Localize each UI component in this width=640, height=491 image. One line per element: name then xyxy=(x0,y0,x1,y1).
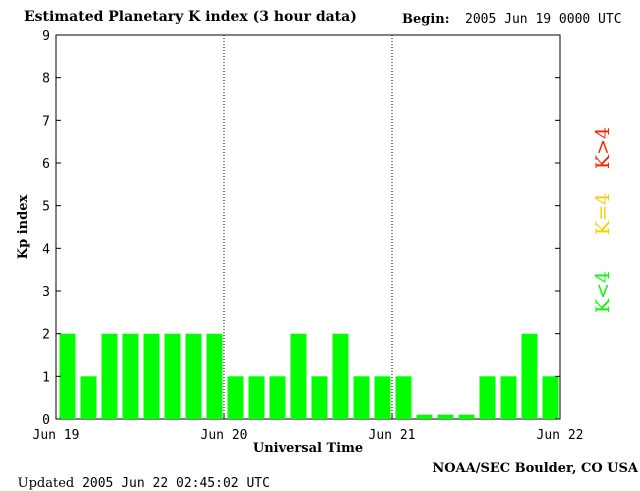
kp-bar xyxy=(59,333,76,419)
kp-chart: 0 1 2 3 4 5 6 7 8 9 Jun 19 Jun 20 Jun 21 Jun 22 Univ… xyxy=(16,29,614,456)
begin-value: 2005 Jun 19 0000 UTC xyxy=(465,12,622,27)
begin-label: Begin: xyxy=(402,12,450,27)
y-axis-title: Kp index xyxy=(16,195,31,260)
x-day-labels: Jun 19 Jun 20 Jun 21 Jun 22 xyxy=(33,414,584,443)
kp-bar xyxy=(185,333,202,419)
legend-item: K=4 xyxy=(592,193,614,235)
kp-bar xyxy=(101,333,118,419)
kp-bar xyxy=(164,333,181,419)
kp-bar xyxy=(311,376,328,419)
y-tick-label: 7 xyxy=(42,114,50,129)
y-tick-label: 0 xyxy=(42,413,50,428)
day-separators xyxy=(223,35,393,419)
chart-title: Estimated Planetary K index (3 hour data… xyxy=(24,9,357,25)
kp-bar xyxy=(521,333,538,419)
y-tick-label: 5 xyxy=(42,200,50,215)
updated-label: Updated xyxy=(17,476,75,491)
kp-bar xyxy=(542,376,559,419)
kp-bar xyxy=(500,376,517,419)
y-tick-label: 9 xyxy=(42,29,50,44)
kp-bar xyxy=(227,376,244,419)
y-tick-label: 4 xyxy=(42,242,50,257)
x-day-label: Jun 19 xyxy=(33,428,80,443)
x-axis-title: Universal Time xyxy=(253,441,363,456)
kp-bar xyxy=(374,376,391,419)
kp-bar xyxy=(143,333,160,419)
legend-item: K<4 xyxy=(592,271,614,313)
updated-value: 2005 Jun 22 02:45:02 UTC xyxy=(82,476,270,491)
kp-bar xyxy=(332,333,349,419)
kp-bar xyxy=(122,333,139,419)
y-tick-label: 6 xyxy=(42,157,50,172)
kp-bar xyxy=(353,376,370,419)
kp-bar xyxy=(479,376,496,419)
kp-bar xyxy=(80,376,97,419)
y-tick-label: 8 xyxy=(42,72,50,87)
kp-bar xyxy=(206,333,223,419)
plot-frame xyxy=(55,34,561,420)
x-day-label: Jun 20 xyxy=(201,428,248,443)
kp-bar xyxy=(416,414,433,419)
y-tick-label: 3 xyxy=(42,285,50,300)
y-tick-label: 1 xyxy=(42,370,50,385)
x-day-label: Jun 21 xyxy=(369,428,416,443)
y-ticks: 0 1 2 3 4 5 6 7 8 9 xyxy=(42,29,560,428)
updated-timestamp: Updated 2005 Jun 22 02:45:02 UTC xyxy=(2,461,270,491)
credit-text: NOAA/SEC Boulder, CO USA xyxy=(432,461,638,476)
y-tick-label: 2 xyxy=(42,328,50,343)
kp-bar xyxy=(290,333,307,419)
kp-bar xyxy=(248,376,265,419)
legend-item: K>4 xyxy=(592,127,614,169)
kp-bar xyxy=(269,376,286,419)
bars-group xyxy=(59,333,559,419)
kp-bar xyxy=(437,414,454,419)
kp-bar xyxy=(458,414,475,419)
x-day-label: Jun 22 xyxy=(537,428,584,443)
legend: K>4 K=4 K<4 xyxy=(592,127,614,313)
kp-bar xyxy=(395,376,412,419)
